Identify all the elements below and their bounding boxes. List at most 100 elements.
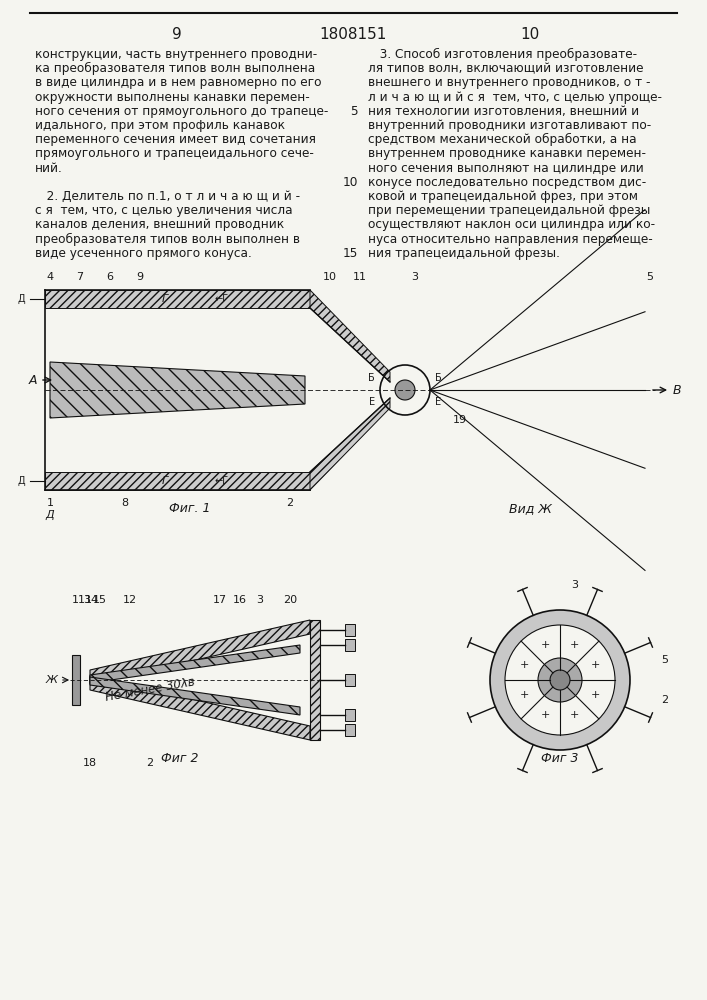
Text: в виде цилиндра и в нем равномерно по его: в виде цилиндра и в нем равномерно по ег… (35, 76, 322, 89)
Text: 19: 19 (453, 415, 467, 425)
Text: Д: Д (18, 476, 25, 486)
Text: 14: 14 (85, 595, 99, 605)
Polygon shape (45, 290, 310, 308)
Text: +: + (590, 690, 600, 700)
Text: переменного сечения имеет вид сочетания: переменного сечения имеет вид сочетания (35, 133, 316, 146)
Text: +: + (541, 640, 550, 650)
Text: +: + (520, 690, 530, 700)
Text: средством механической обработки, а на: средством механической обработки, а на (368, 133, 636, 146)
Text: каналов деления, внешний проводник: каналов деления, внешний проводник (35, 218, 284, 231)
Text: +: + (590, 660, 600, 670)
Text: 11: 11 (353, 272, 367, 282)
Polygon shape (345, 709, 355, 721)
Polygon shape (345, 724, 355, 736)
Circle shape (395, 380, 415, 400)
Text: 5: 5 (351, 105, 358, 118)
Text: Фиг 3: Фиг 3 (542, 752, 579, 765)
Text: внешнего и внутреннего проводников, о т -: внешнего и внутреннего проводников, о т … (368, 76, 650, 89)
Text: Фиг. 1: Фиг. 1 (169, 502, 211, 515)
Polygon shape (345, 639, 355, 651)
Polygon shape (90, 676, 310, 740)
Polygon shape (310, 290, 390, 382)
Text: 17: 17 (213, 595, 227, 605)
Text: 18: 18 (83, 758, 97, 768)
Text: 3: 3 (411, 272, 419, 282)
Text: 10: 10 (343, 176, 358, 189)
Circle shape (550, 670, 570, 690)
Text: л и ч а ю щ и й с я  тем, что, с целью упроще-: л и ч а ю щ и й с я тем, что, с целью уп… (368, 91, 662, 104)
Text: виде усеченного прямого конуса.: виде усеченного прямого конуса. (35, 247, 252, 260)
Text: ния технологии изготовления, внешний и: ния технологии изготовления, внешний и (368, 105, 639, 118)
Text: ка преобразователя типов волн выполнена: ка преобразователя типов волн выполнена (35, 62, 315, 75)
Text: +: + (570, 640, 579, 650)
Text: осуществляют наклон оси цилиндра или ко-: осуществляют наклон оси цилиндра или ко- (368, 218, 655, 231)
Text: внутренний проводники изготавливают по-: внутренний проводники изготавливают по- (368, 119, 651, 132)
Text: 1: 1 (47, 498, 54, 508)
Text: при перемещении трапецеидальной фрезы: при перемещении трапецеидальной фрезы (368, 204, 650, 217)
Text: Не менее 30λв: Не менее 30λв (104, 676, 196, 704)
Text: 20: 20 (283, 595, 297, 605)
Text: Д: Д (46, 510, 54, 520)
Text: B: B (673, 383, 682, 396)
Text: прямоугольного и трапецеидального сече-: прямоугольного и трапецеидального сече- (35, 147, 314, 160)
Text: ния трапецеидальной фрезы.: ния трапецеидальной фрезы. (368, 247, 560, 260)
Text: 10: 10 (520, 27, 539, 42)
Text: 2: 2 (146, 758, 153, 768)
Text: 8: 8 (122, 498, 129, 508)
Text: Г: Г (162, 294, 168, 304)
Text: 6: 6 (107, 272, 114, 282)
Text: преобразователя типов волн выполнен в: преобразователя типов волн выполнен в (35, 233, 300, 246)
Text: ний.: ний. (35, 162, 63, 175)
Text: Вид Ж: Вид Ж (508, 502, 551, 515)
Text: ←Г: ←Г (215, 294, 229, 304)
Text: Ж: Ж (46, 675, 58, 685)
Text: ←Г: ←Г (215, 476, 229, 486)
Text: 3: 3 (571, 580, 578, 590)
Text: с я  тем, что, с целью увеличения числа: с я тем, что, с целью увеличения числа (35, 204, 293, 217)
Text: +: + (570, 710, 579, 720)
Text: нуса относительно направления перемеще-: нуса относительно направления перемеще- (368, 233, 653, 246)
Text: 2: 2 (286, 498, 293, 508)
Text: конструкции, часть внутреннего проводни-: конструкции, часть внутреннего проводни- (35, 48, 317, 61)
Text: +: + (541, 710, 550, 720)
Text: 2: 2 (662, 695, 669, 705)
Circle shape (490, 610, 630, 750)
Text: 13: 13 (78, 595, 92, 605)
Text: 10: 10 (323, 272, 337, 282)
Text: 3. Способ изготовления преобразовате-: 3. Способ изготовления преобразовате- (368, 48, 637, 61)
Polygon shape (90, 620, 310, 684)
Polygon shape (345, 624, 355, 636)
Text: +: + (520, 660, 530, 670)
Text: 7: 7 (76, 272, 83, 282)
Text: Б: Б (368, 373, 375, 383)
Polygon shape (310, 398, 390, 490)
Text: идального, при этом профиль канавок: идального, при этом профиль канавок (35, 119, 285, 132)
Polygon shape (72, 655, 80, 705)
Text: окружности выполнены канавки перемен-: окружности выполнены канавки перемен- (35, 91, 310, 104)
Polygon shape (90, 645, 300, 683)
Polygon shape (345, 674, 355, 686)
Text: конусе последовательно посредством дис-: конусе последовательно посредством дис- (368, 176, 646, 189)
Text: ного сечения выполняют на цилиндре или: ного сечения выполняют на цилиндре или (368, 162, 644, 175)
Text: ковой и трапецеидальной фрез, при этом: ковой и трапецеидальной фрез, при этом (368, 190, 638, 203)
Text: 1808151: 1808151 (320, 27, 387, 42)
Circle shape (538, 658, 582, 702)
Polygon shape (90, 677, 300, 715)
Text: Д: Д (18, 294, 25, 304)
Text: 12: 12 (123, 595, 137, 605)
Text: 5: 5 (646, 272, 653, 282)
Text: 2. Делитель по п.1, о т л и ч а ю щ и й -: 2. Делитель по п.1, о т л и ч а ю щ и й … (35, 190, 300, 203)
Text: 15: 15 (93, 595, 107, 605)
Text: 9: 9 (136, 272, 144, 282)
Text: 4: 4 (47, 272, 54, 282)
Text: 5: 5 (662, 655, 669, 665)
Text: 3: 3 (257, 595, 264, 605)
Polygon shape (310, 620, 320, 740)
Text: внутреннем проводнике канавки перемен-: внутреннем проводнике канавки перемен- (368, 147, 646, 160)
Text: ля типов волн, включающий изготовление: ля типов волн, включающий изготовление (368, 62, 643, 75)
Polygon shape (50, 362, 305, 418)
Text: A: A (28, 373, 37, 386)
Circle shape (505, 625, 615, 735)
Text: Е: Е (435, 397, 441, 407)
Text: Фиг 2: Фиг 2 (161, 752, 199, 765)
